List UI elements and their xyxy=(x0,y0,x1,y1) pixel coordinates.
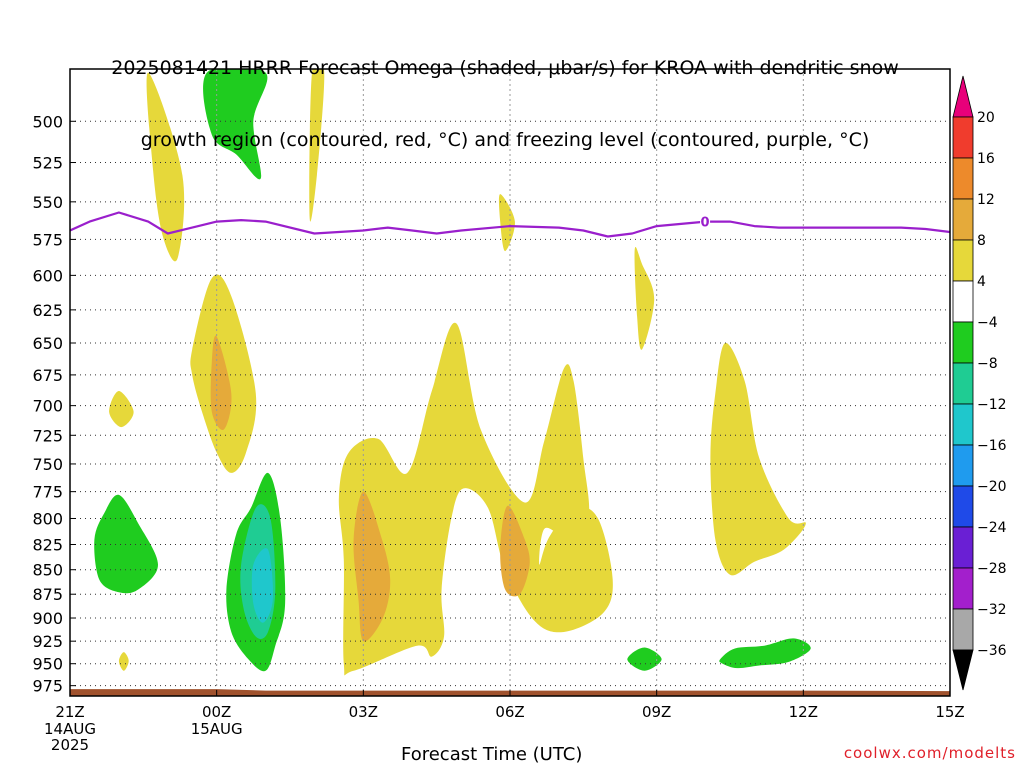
omega-region-0 xyxy=(146,72,185,262)
y-axis-ticks: 500 525 550 575 600 625 650 675 700 725 750 775 800 8… xyxy=(32,112,76,696)
freezing-level-layer: 0 xyxy=(70,211,950,238)
omega-region-16 xyxy=(719,638,811,669)
colorbar-bin xyxy=(952,608,974,651)
omega-region-5 xyxy=(118,652,129,671)
chart-title-line-1: 2025081421 HRRR Forecast Omega (shaded, … xyxy=(111,57,899,79)
x-tick-label: 15Z xyxy=(935,703,964,721)
chart-title-line-2: growth region (contoured, red, °C) and f… xyxy=(140,129,870,151)
x-tick-label: 12Z xyxy=(789,703,818,721)
omega-region-10 xyxy=(353,491,391,642)
y-tick-label: 950 xyxy=(32,655,63,674)
gridlines xyxy=(70,69,950,696)
colorbar-label: 20 xyxy=(977,110,995,126)
y-tick-label: 900 xyxy=(32,609,63,628)
y-tick-label: 750 xyxy=(32,455,63,474)
y-tick-label: 500 xyxy=(32,112,63,131)
colorbar-bin xyxy=(952,567,974,610)
colorbar-bin xyxy=(952,526,974,569)
y-tick-label: 875 xyxy=(32,585,63,604)
omega-region-7 xyxy=(338,322,613,676)
omega-region-12 xyxy=(203,69,268,180)
y-tick-label: 775 xyxy=(32,483,63,502)
x-tick-label: 21Z xyxy=(55,703,84,721)
y-tick-label: 625 xyxy=(32,301,63,320)
colorbar-label: −28 xyxy=(977,561,1007,577)
colorbar-bin xyxy=(952,280,974,323)
omega-region-18 xyxy=(251,548,274,623)
credit-link[interactable]: coolwx.com/modelts xyxy=(843,744,1016,762)
freezing-level-label-bg xyxy=(700,213,711,229)
x-tick-sublabel: 2025 xyxy=(51,736,89,754)
freezing-level-label: 0 xyxy=(701,216,710,231)
x-axis-label: Forecast Time (UTC) xyxy=(401,744,583,765)
y-tick-label: 725 xyxy=(32,426,63,445)
x-tick-sublabel: 15AUG xyxy=(191,720,243,738)
colorbar-bin xyxy=(952,362,974,405)
colorbar-label: −24 xyxy=(977,520,1007,536)
x-tick-sublabel: 14AUG xyxy=(44,720,96,738)
colorbar-label: −8 xyxy=(977,356,998,372)
colorbar: 20 16 12 8 4 −4 −8 −12 −16 −20 −24 −28 −32 −36 xyxy=(952,75,1007,691)
colorbar-label: −20 xyxy=(977,479,1007,495)
omega-region-11 xyxy=(500,505,530,597)
colorbar-label: −16 xyxy=(977,438,1007,454)
colorbar-bin xyxy=(952,403,974,446)
colorbar-label: −4 xyxy=(977,315,998,331)
omega-region-3 xyxy=(634,246,655,350)
colorbar-label: −12 xyxy=(977,397,1007,413)
colorbar-bin xyxy=(952,321,974,364)
y-tick-label: 925 xyxy=(32,632,63,651)
omega-shading-layer xyxy=(94,69,811,676)
y-tick-label: 675 xyxy=(32,366,63,385)
omega-region-2 xyxy=(498,194,515,252)
colorbar-label: 12 xyxy=(977,192,995,208)
chart-title: 2025081421 HRRR Forecast Omega (shaded, … xyxy=(0,8,1010,176)
omega-region-4 xyxy=(109,391,134,428)
x-tick-label: 03Z xyxy=(349,703,378,721)
colorbar-label: −36 xyxy=(977,643,1007,659)
colorbar-bin xyxy=(952,239,974,282)
colorbar-bin xyxy=(952,198,974,241)
omega-region-9 xyxy=(210,335,232,430)
omega-region-8 xyxy=(710,342,806,576)
y-tick-label: 575 xyxy=(32,230,63,249)
x-tick-label: 09Z xyxy=(642,703,671,721)
y-tick-label: 650 xyxy=(32,334,63,353)
colorbar-label: 8 xyxy=(977,233,986,249)
y-tick-label: 700 xyxy=(32,397,63,416)
colorbar-bin xyxy=(952,485,974,528)
y-tick-label: 975 xyxy=(32,677,63,696)
colorbar-label: −32 xyxy=(977,602,1007,618)
colorbar-bin xyxy=(952,649,974,691)
colorbar-bin xyxy=(952,444,974,487)
y-tick-label: 550 xyxy=(32,193,63,212)
x-tick-label: 00Z xyxy=(202,703,231,721)
y-tick-label: 850 xyxy=(32,561,63,580)
y-tick-label: 825 xyxy=(32,535,63,554)
x-tick-label: 06Z xyxy=(495,703,524,721)
y-tick-label: 600 xyxy=(32,266,63,285)
colorbar-label: 16 xyxy=(977,151,995,167)
omega-region-1 xyxy=(309,69,325,222)
colorbar-label: 4 xyxy=(977,274,986,290)
omega-region-13 xyxy=(94,494,158,594)
y-tick-label: 525 xyxy=(32,154,63,173)
y-tick-label: 800 xyxy=(32,509,63,528)
omega-region-15 xyxy=(627,647,662,671)
freezing-level-line xyxy=(70,211,950,238)
